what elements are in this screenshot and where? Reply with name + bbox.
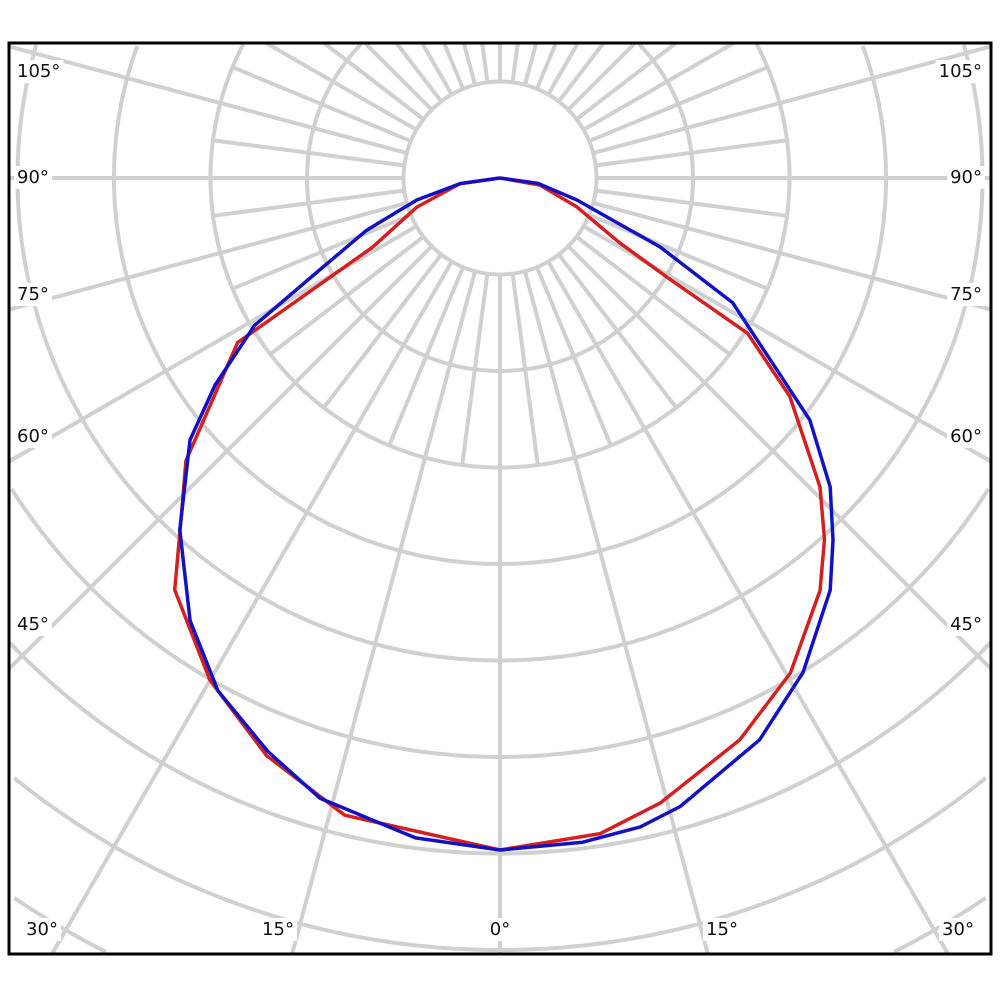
- angle-label-right: 45°: [950, 614, 982, 635]
- grid-ring: [9, 641, 500, 856]
- angle-label-left: 75°: [17, 284, 49, 305]
- grid-ring: [500, 45, 888, 566]
- intensity-curves: [172, 176, 835, 852]
- grid-ring: [10, 488, 500, 759]
- angle-label-left: 60°: [17, 426, 49, 447]
- plot-frame: [7, 41, 993, 956]
- label-background: [486, 918, 514, 941]
- grid-ring: [500, 44, 985, 663]
- label-background: [939, 918, 977, 941]
- label-background: [14, 613, 52, 636]
- grid-ring: [500, 43, 792, 470]
- grid-radial-line: [582, 43, 735, 132]
- label-background: [947, 283, 985, 306]
- grid-radial-line-minor: [575, 43, 678, 121]
- grid-radial-line: [592, 201, 991, 312]
- grid-radial-line-minor: [212, 188, 405, 218]
- grid-radial-line-minor: [557, 43, 606, 103]
- grid-radial-line: [9, 201, 408, 312]
- grid-radial-line-minor: [322, 253, 443, 409]
- grid-radial-line: [265, 43, 418, 132]
- angle-label-right: 90°: [950, 167, 982, 188]
- grid-radial-line-minor: [557, 253, 678, 409]
- angle-label-right: 60°: [950, 426, 982, 447]
- label-background: [947, 613, 985, 636]
- grid-radial-line: [546, 43, 580, 96]
- angle-label-right: 105°: [939, 61, 982, 82]
- grid-radial-line: [9, 44, 408, 155]
- label-background: [703, 918, 741, 941]
- angle-labels: 105° 90° 75° 60° 45° 105° 90° 75° 60° 45° 30° 15° 0°…: [14, 60, 985, 941]
- grid-ring: [500, 43, 695, 373]
- grid-ring: [15, 44, 500, 663]
- grid-radial-line: [50, 260, 454, 954]
- grid-ring: [12, 776, 500, 952]
- grid-radial-line: [290, 270, 477, 954]
- grid-radial-line-minor: [535, 43, 558, 90]
- grid-radial-line: [566, 43, 637, 112]
- grid-radial-line: [363, 43, 434, 112]
- grid-radial-line-minor: [480, 43, 490, 83]
- grid-radial-line-minor: [212, 138, 405, 168]
- angle-label-bottom: 15°: [706, 919, 738, 940]
- grid-radial-line: [546, 260, 950, 954]
- label-background: [947, 425, 985, 448]
- label-background: [14, 166, 52, 189]
- grid-radial-line: [566, 244, 991, 671]
- grid-radial-line-minor: [575, 235, 731, 356]
- label-background: [23, 918, 61, 941]
- grid-radial-line-minor: [231, 213, 412, 291]
- grid-radial-line: [523, 43, 539, 86]
- angle-label-bottom: 30°: [942, 919, 974, 940]
- angle-label-bottom: 15°: [262, 919, 294, 940]
- grid-radial-line-minor: [595, 188, 788, 218]
- grid-radial-line-minor: [510, 43, 520, 83]
- grid-radial-line: [9, 244, 434, 671]
- label-background: [947, 166, 985, 189]
- angle-label-bottom: 30°: [26, 919, 58, 940]
- grid-radial-line-minor: [588, 213, 769, 291]
- grid-radial-line-minor: [510, 273, 540, 466]
- grid-radial-line-minor: [595, 138, 788, 168]
- label-background: [259, 918, 297, 941]
- intensity-curve-2: [178, 176, 835, 852]
- label-background: [14, 425, 52, 448]
- grid-radial-line-minor: [588, 65, 769, 143]
- grid-radial-line: [461, 43, 477, 86]
- label-background: [935, 60, 985, 83]
- angle-label-left: 90°: [17, 167, 49, 188]
- grid-radial-line-minor: [269, 235, 425, 356]
- grid-radial-line-minor: [442, 43, 465, 90]
- grid-radial-line-minor: [387, 266, 465, 447]
- grid-radial-line: [592, 44, 991, 155]
- grid-radial-line-minor: [394, 43, 443, 103]
- grid-ring: [500, 488, 990, 759]
- label-background: [14, 60, 64, 83]
- angle-label-left: 45°: [17, 614, 49, 635]
- grid-ring: [500, 641, 991, 856]
- grid-radial-line-minor: [322, 43, 425, 121]
- grid-ring: [500, 776, 988, 952]
- grid-ring: [208, 43, 500, 470]
- grid-radial-line-minor: [460, 273, 490, 466]
- grid-radial-line-minor: [535, 266, 613, 447]
- label-background: [14, 283, 52, 306]
- angle-label-right: 75°: [950, 284, 982, 305]
- polar-grid: [9, 43, 991, 954]
- grid-ring: [112, 45, 500, 566]
- grid-radial-line: [523, 270, 710, 954]
- grid-radial-line: [420, 43, 454, 96]
- angle-label-bottom: 0°: [490, 919, 510, 940]
- angle-label-left: 105°: [17, 61, 60, 82]
- grid-radial-line-minor: [231, 65, 412, 143]
